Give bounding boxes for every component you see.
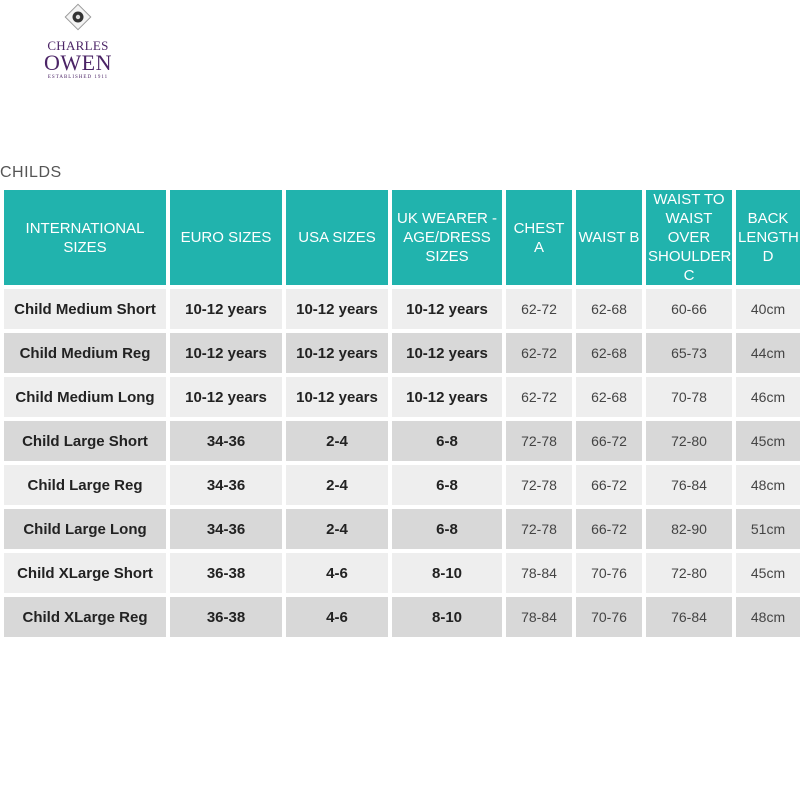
size-name-cell: Child Large Long: [4, 509, 166, 549]
table-row: Child Medium Reg 10-12 years 10-12 years 10…: [4, 333, 800, 373]
table-cell: 72-80: [646, 421, 732, 461]
table-cell: 6-8: [392, 421, 502, 461]
brand-established: ESTABLISHED 1911: [47, 75, 109, 80]
size-name-cell: Child Large Short: [4, 421, 166, 461]
table-row: Child Medium Long 10-12 years 10-12 years 1…: [4, 377, 800, 417]
table-body: Child Medium Short 10-12 years 10-12 years…: [4, 289, 800, 637]
table-cell: 62-68: [576, 377, 642, 417]
column-header: USA SIZES: [286, 190, 388, 285]
table-cell: 45cm: [736, 553, 800, 593]
table-cell: 8-10: [392, 553, 502, 593]
table-cell: 46cm: [736, 377, 800, 417]
table-cell: 72-80: [646, 553, 732, 593]
table-cell: 66-72: [576, 509, 642, 549]
size-chart-table: INTERNATIONAL SIZES EURO SIZES USA SIZES UK…: [0, 186, 800, 641]
table-cell: 72-78: [506, 465, 572, 505]
table-row: Child XLarge Short 36-38 4-6 8-10 78-84 70-76…: [4, 553, 800, 593]
table-cell: 78-84: [506, 597, 572, 637]
table-cell: 8-10: [392, 597, 502, 637]
column-header: EURO SIZES: [170, 190, 282, 285]
table-row: Child Large Short 34-36 2-4 6-8 72-78 66-72 72…: [4, 421, 800, 461]
table-row: Child Large Reg 34-36 2-4 6-8 72-78 66-72 76-8…: [4, 465, 800, 505]
table-cell: 62-68: [576, 333, 642, 373]
table-cell: 4-6: [286, 553, 388, 593]
table-cell: 62-72: [506, 333, 572, 373]
table-cell: 10-12 years: [170, 289, 282, 329]
size-name-cell: Child Medium Reg: [4, 333, 166, 373]
table-cell: 76-84: [646, 465, 732, 505]
table-cell: 62-72: [506, 377, 572, 417]
size-name-cell: Child XLarge Reg: [4, 597, 166, 637]
column-header: BACK LENGTH D: [736, 190, 800, 285]
table-cell: 70-76: [576, 597, 642, 637]
table-cell: 36-38: [170, 597, 282, 637]
brand-name-line1: CHARLES: [47, 38, 109, 53]
section-title: CHILDS: [0, 164, 62, 181]
table-cell: 72-78: [506, 421, 572, 461]
table-cell: 48cm: [736, 465, 800, 505]
table-cell: 10-12 years: [170, 333, 282, 373]
table-cell: 10-12 years: [392, 377, 502, 417]
column-header: CHEST A: [506, 190, 572, 285]
table-row: Child Medium Short 10-12 years 10-12 years…: [4, 289, 800, 329]
table-cell: 70-76: [576, 553, 642, 593]
table-cell: 51cm: [736, 509, 800, 549]
table-cell: 6-8: [392, 509, 502, 549]
table-cell: 40cm: [736, 289, 800, 329]
table-cell: 65-73: [646, 333, 732, 373]
table-cell: 34-36: [170, 465, 282, 505]
table-cell: 48cm: [736, 597, 800, 637]
table-cell: 70-78: [646, 377, 732, 417]
table-cell: 6-8: [392, 465, 502, 505]
table-cell: 2-4: [286, 421, 388, 461]
header-row: INTERNATIONAL SIZES EURO SIZES USA SIZES UK…: [4, 190, 800, 285]
table-cell: 76-84: [646, 597, 732, 637]
diamond-emblem-icon: [64, 3, 92, 31]
column-header: UK WEARER - AGE/DRESS SIZES: [392, 190, 502, 285]
table-cell: 10-12 years: [286, 333, 388, 373]
column-header: WAIST TO WAIST OVER SHOULDER C: [646, 190, 732, 285]
table-cell: 10-12 years: [286, 377, 388, 417]
table-cell: 10-12 years: [286, 289, 388, 329]
table-cell: 62-68: [576, 289, 642, 329]
column-header: WAIST B: [576, 190, 642, 285]
table-cell: 2-4: [286, 509, 388, 549]
table-cell: 72-78: [506, 509, 572, 549]
table-cell: 78-84: [506, 553, 572, 593]
size-name-cell: Child Medium Long: [4, 377, 166, 417]
table-row: Child Large Long 34-36 2-4 6-8 72-78 66-72 82-…: [4, 509, 800, 549]
size-name-cell: Child XLarge Short: [4, 553, 166, 593]
table-cell: 4-6: [286, 597, 388, 637]
size-name-cell: Child Large Reg: [4, 465, 166, 505]
size-name-cell: Child Medium Short: [4, 289, 166, 329]
table-cell: 45cm: [736, 421, 800, 461]
table-cell: 2-4: [286, 465, 388, 505]
table-cell: 34-36: [170, 509, 282, 549]
table-cell: 66-72: [576, 421, 642, 461]
table-cell: 36-38: [170, 553, 282, 593]
column-header: INTERNATIONAL SIZES: [4, 190, 166, 285]
table-cell: 66-72: [576, 465, 642, 505]
table-cell: 10-12 years: [392, 289, 502, 329]
table-cell: 60-66: [646, 289, 732, 329]
table-cell: 44cm: [736, 333, 800, 373]
table-cell: 34-36: [170, 421, 282, 461]
table-cell: 10-12 years: [170, 377, 282, 417]
table-cell: 82-90: [646, 509, 732, 549]
table-header: INTERNATIONAL SIZES EURO SIZES USA SIZES UK…: [4, 190, 800, 285]
brand-logo: CHARLES OWEN ESTABLISHED 1911: [36, 0, 120, 82]
table-cell: 10-12 years: [392, 333, 502, 373]
table-cell: 62-72: [506, 289, 572, 329]
table-row: Child XLarge Reg 36-38 4-6 8-10 78-84 70-76 76…: [4, 597, 800, 637]
brand-name-line2: OWEN: [44, 50, 112, 75]
